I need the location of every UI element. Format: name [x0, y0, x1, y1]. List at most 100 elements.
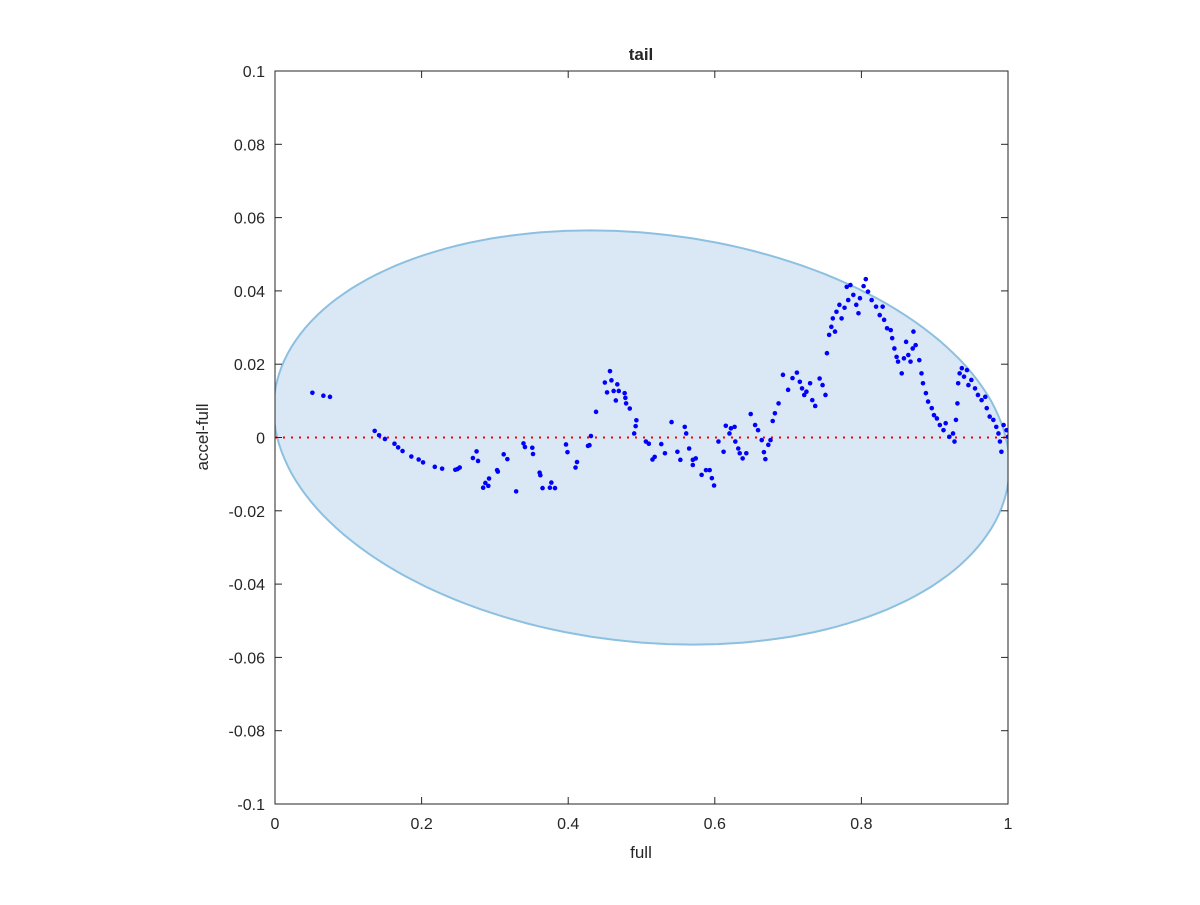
y-tick-label: 0.06	[234, 211, 265, 228]
y-tick-label: -0.1	[237, 797, 265, 814]
data-point	[877, 312, 883, 318]
data-point	[615, 382, 620, 387]
data-point	[853, 302, 859, 308]
data-point	[809, 397, 815, 403]
data-point	[732, 424, 737, 430]
data-point	[1004, 427, 1008, 433]
y-tick-label: -0.04	[229, 577, 266, 594]
data-point	[633, 423, 638, 429]
data-point	[848, 282, 853, 288]
data-point	[682, 424, 688, 430]
data-point	[917, 357, 922, 363]
data-point	[711, 483, 717, 488]
data-point	[623, 401, 629, 406]
data-point	[565, 449, 570, 455]
data-point	[979, 397, 984, 403]
data-point	[996, 431, 1001, 436]
y-axis-label: accel-full	[193, 403, 212, 470]
data-point	[899, 371, 905, 376]
data-point	[961, 374, 967, 379]
data-point	[409, 454, 414, 459]
data-point	[911, 329, 916, 334]
data-point	[573, 465, 578, 470]
data-point	[780, 372, 786, 378]
data-point	[844, 284, 850, 290]
data-point	[865, 289, 871, 294]
data-point	[480, 485, 486, 491]
data-point	[929, 405, 935, 411]
data-point	[392, 441, 397, 447]
data-point	[941, 427, 946, 433]
data-point	[869, 297, 874, 303]
data-point	[952, 439, 957, 444]
data-point	[652, 454, 657, 460]
data-point	[607, 368, 613, 374]
data-point	[804, 389, 809, 394]
y-tick-label: -0.06	[229, 650, 266, 667]
data-point	[530, 451, 536, 457]
x-tick-label: 0	[271, 816, 280, 833]
data-point	[474, 449, 479, 454]
data-point	[776, 401, 781, 406]
data-point	[947, 434, 952, 440]
data-point	[529, 445, 535, 451]
data-point	[540, 485, 545, 491]
data-point	[587, 442, 592, 448]
data-point	[416, 457, 421, 462]
data-point	[851, 292, 856, 298]
data-point	[699, 472, 704, 478]
data-point	[763, 456, 768, 462]
data-point	[686, 446, 692, 451]
data-point	[824, 350, 830, 356]
data-point	[703, 467, 709, 473]
data-point	[735, 446, 741, 451]
data-point	[549, 480, 554, 485]
data-point	[669, 419, 674, 425]
data-point	[376, 433, 382, 438]
data-point	[943, 420, 948, 426]
data-point	[957, 371, 962, 376]
data-point	[908, 359, 913, 364]
data-point	[372, 428, 377, 434]
data-point	[563, 442, 569, 447]
data-point	[761, 449, 767, 455]
data-point	[631, 431, 637, 436]
data-point	[723, 423, 729, 429]
data-point	[794, 370, 800, 375]
data-point	[937, 422, 943, 428]
data-point	[966, 382, 971, 388]
data-point	[845, 297, 851, 303]
data-point	[955, 380, 961, 386]
data-point	[495, 469, 501, 474]
chart-title: tail	[629, 45, 654, 64]
x-tick-label: 1	[1004, 816, 1013, 833]
data-point	[321, 393, 326, 399]
data-point	[616, 388, 622, 394]
data-point	[799, 386, 805, 391]
data-point	[999, 449, 1004, 455]
data-point	[857, 295, 863, 301]
data-point	[678, 457, 683, 463]
data-point	[906, 352, 911, 358]
x-tick-label: 0.8	[850, 816, 872, 833]
data-point	[991, 417, 996, 423]
data-point	[984, 405, 990, 411]
data-point	[622, 390, 627, 396]
data-point	[889, 335, 895, 341]
data-point	[913, 342, 918, 348]
data-point	[675, 449, 680, 455]
data-point	[863, 276, 869, 282]
data-point	[604, 390, 610, 395]
data-point	[748, 411, 754, 417]
data-point	[420, 460, 426, 465]
data-point	[609, 378, 614, 383]
data-point	[888, 327, 894, 333]
data-point	[880, 304, 885, 309]
data-point	[923, 390, 929, 396]
data-point	[693, 456, 699, 461]
data-point	[903, 339, 909, 345]
data-point	[690, 462, 696, 468]
data-point	[627, 406, 633, 411]
data-point	[740, 456, 745, 461]
y-tick-label: 0.04	[234, 284, 265, 301]
